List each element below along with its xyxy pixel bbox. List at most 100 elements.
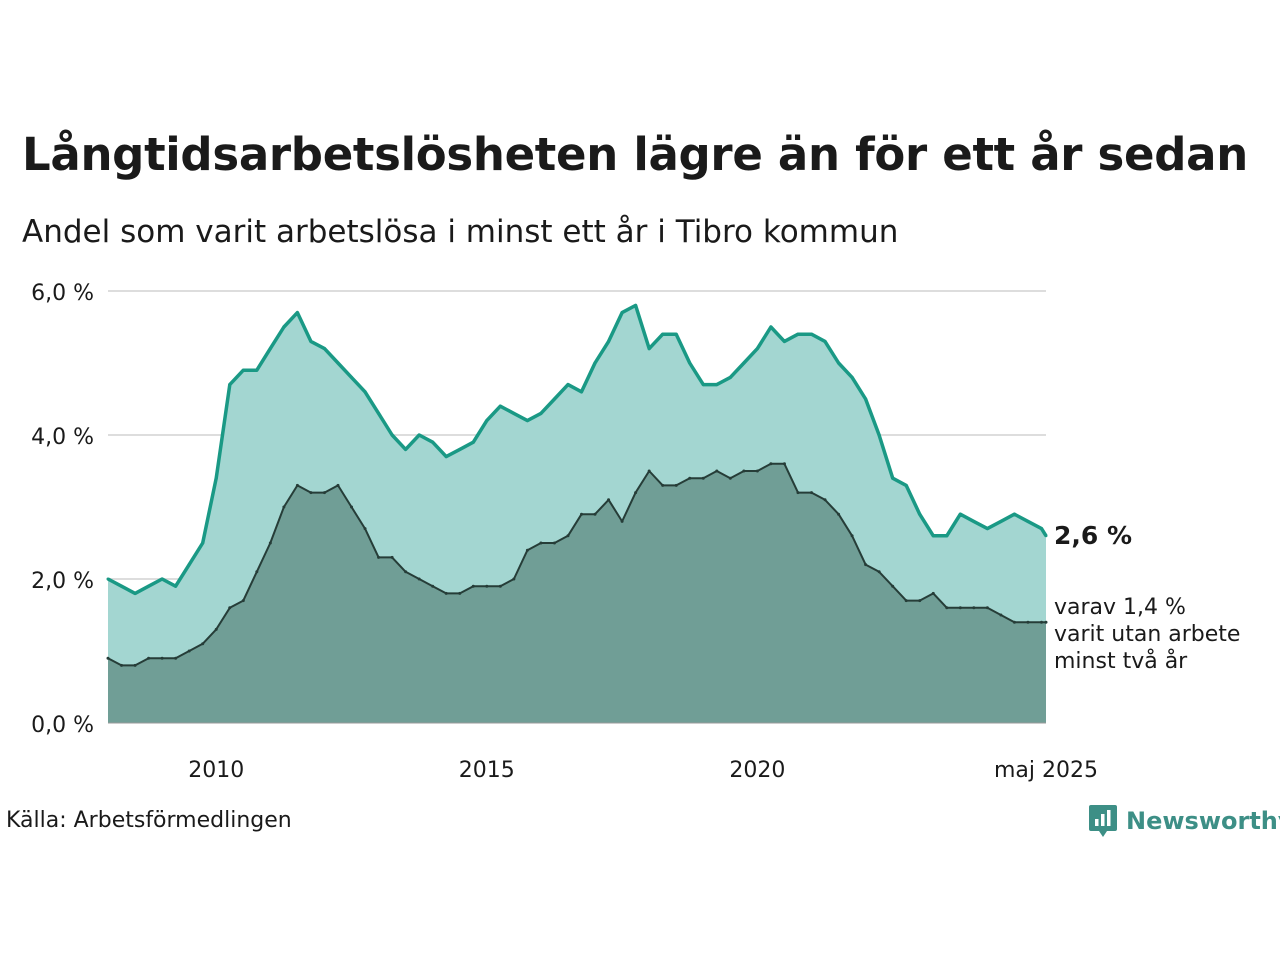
data-point xyxy=(1044,534,1048,538)
data-point xyxy=(715,469,719,473)
data-point xyxy=(634,491,638,495)
data-point xyxy=(322,347,326,351)
source-note: Källa: Arbetsförmedlingen xyxy=(6,808,292,833)
data-point xyxy=(999,519,1003,523)
x-tick-label: 2015 xyxy=(459,758,515,783)
newsworthy-logo-icon xyxy=(1089,805,1117,837)
data-point xyxy=(458,591,462,595)
data-point xyxy=(485,584,489,588)
data-point xyxy=(1026,620,1030,624)
chart-subtitle: Andel som varit arbetslösa i minst ett å… xyxy=(22,214,899,250)
chart-title: Långtidsarbetslösheten lägre än för ett … xyxy=(22,128,1248,181)
data-point xyxy=(837,512,841,516)
data-point xyxy=(404,447,408,451)
data-point xyxy=(904,599,908,603)
data-point xyxy=(688,476,692,480)
data-point xyxy=(174,584,178,588)
data-point xyxy=(309,339,313,343)
data-point xyxy=(295,483,299,487)
data-point xyxy=(661,483,665,487)
data-point xyxy=(106,656,110,660)
data-point xyxy=(214,476,218,480)
data-point xyxy=(634,303,638,307)
data-point xyxy=(498,404,502,408)
data-point xyxy=(674,332,678,336)
data-point xyxy=(1044,620,1048,624)
data-point xyxy=(363,390,367,394)
data-point xyxy=(810,332,813,336)
data-point xyxy=(241,599,245,603)
data-point xyxy=(187,649,191,653)
data-point xyxy=(133,591,137,595)
data-point xyxy=(701,476,705,480)
data-point xyxy=(431,440,435,444)
data-point xyxy=(661,332,665,336)
data-point xyxy=(350,505,354,509)
data-point xyxy=(336,361,340,365)
data-point xyxy=(782,462,786,466)
data-point xyxy=(701,383,705,387)
data-point xyxy=(918,512,922,516)
data-point xyxy=(525,419,529,423)
data-point xyxy=(796,491,800,495)
data-point xyxy=(377,411,381,415)
data-point xyxy=(904,483,908,487)
data-point xyxy=(214,627,218,631)
data-point xyxy=(742,469,746,473)
y-tick-label: 4,0 % xyxy=(31,425,94,450)
data-point xyxy=(931,591,935,595)
data-point xyxy=(958,606,962,610)
data-point xyxy=(336,483,340,487)
data-point xyxy=(552,541,556,545)
data-point xyxy=(1012,620,1016,624)
data-point xyxy=(985,527,989,531)
data-point xyxy=(837,361,841,365)
data-point xyxy=(363,527,367,531)
data-point xyxy=(485,419,489,423)
data-point xyxy=(471,440,475,444)
end-label-outer: 2,6 % xyxy=(1054,521,1132,550)
data-point xyxy=(864,563,868,567)
y-tick-label: 2,0 % xyxy=(31,569,94,594)
data-point xyxy=(823,339,827,343)
data-point xyxy=(458,447,462,451)
data-point xyxy=(945,606,949,610)
data-point xyxy=(742,361,746,365)
data-point xyxy=(755,347,759,351)
data-point xyxy=(525,548,529,552)
data-point xyxy=(120,584,124,588)
data-point xyxy=(593,361,597,365)
data-point xyxy=(891,476,895,480)
data-point xyxy=(539,411,543,415)
data-point xyxy=(580,390,584,394)
data-point xyxy=(147,656,151,660)
data-point xyxy=(593,512,597,516)
data-point xyxy=(444,591,448,595)
data-point xyxy=(796,332,800,336)
data-point xyxy=(566,534,570,538)
data-point xyxy=(106,577,110,581)
data-point xyxy=(877,570,881,574)
end-label-inner: varav 1,4 % xyxy=(1054,595,1186,620)
data-point xyxy=(647,347,651,351)
data-point xyxy=(782,339,786,343)
data-point xyxy=(810,491,813,495)
data-point xyxy=(715,383,719,387)
data-point xyxy=(728,476,732,480)
data-point xyxy=(1012,512,1016,516)
y-tick-label: 6,0 % xyxy=(31,281,94,306)
data-point xyxy=(607,339,611,343)
series-area-2 xyxy=(108,463,1046,723)
data-point xyxy=(1026,519,1030,523)
x-tick-label: maj 2025 xyxy=(994,758,1098,783)
data-point xyxy=(228,606,232,610)
data-point xyxy=(755,469,759,473)
data-point xyxy=(972,519,976,523)
data-point xyxy=(228,383,232,387)
x-tick-label: 2020 xyxy=(729,758,785,783)
data-point xyxy=(958,512,962,516)
end-label-inner: minst två år xyxy=(1054,648,1188,674)
data-point xyxy=(350,375,354,379)
data-point xyxy=(390,555,394,559)
